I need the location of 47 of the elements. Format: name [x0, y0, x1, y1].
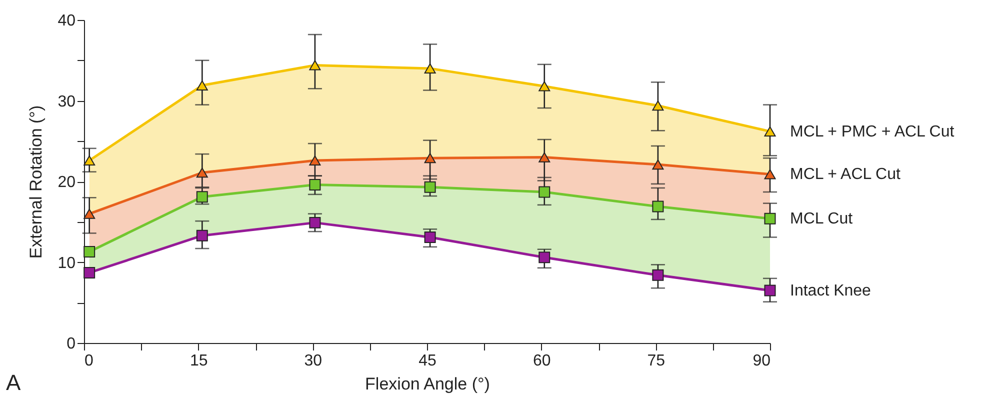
y-tick-label: 30: [58, 93, 76, 110]
x-tick-label: 75: [647, 352, 666, 370]
x-tick-label: 15: [190, 352, 208, 370]
point: [196, 80, 208, 90]
x-tick-label: 0: [84, 352, 94, 370]
point: [764, 169, 776, 180]
y-tick-label: 40: [58, 12, 76, 30]
text: A: [6, 370, 21, 395]
y-tick-label: 20: [58, 174, 76, 191]
point: [538, 81, 550, 92]
y-tick-label: 10: [58, 254, 76, 272]
point: [309, 60, 321, 70]
point: [652, 100, 664, 111]
point: [196, 191, 208, 203]
point: [538, 186, 550, 198]
point: [652, 160, 664, 170]
series-label: MCL + ACL Cut: [790, 166, 901, 184]
point: [84, 246, 96, 258]
point: [309, 178, 321, 190]
point: [424, 63, 436, 74]
point: [84, 267, 96, 278]
y-tick-label: 0: [66, 336, 76, 352]
y-axis-title: External Rotation (°): [26, 105, 46, 259]
x-tick-label: 30: [304, 352, 322, 370]
point: [424, 231, 436, 243]
point: [84, 208, 96, 219]
series-label: Intact Knee: [790, 282, 872, 300]
point: [196, 168, 208, 178]
x-tick-label: 90: [752, 352, 771, 370]
point: [309, 155, 321, 166]
point: [764, 284, 776, 296]
point: [84, 155, 96, 166]
point: [652, 200, 664, 212]
x-tick-label: 45: [418, 352, 436, 370]
point: [424, 181, 436, 193]
point: [309, 216, 321, 228]
x-axis-title: Flexion Angle (°): [365, 374, 490, 394]
point: [764, 126, 776, 136]
point: [538, 252, 550, 264]
point: [764, 212, 776, 224]
series-label: MCL Cut: [790, 210, 854, 228]
x-tick-label: 60: [532, 352, 551, 370]
point: [652, 269, 664, 281]
point: [424, 153, 436, 164]
point: [196, 230, 208, 242]
series-label: MCL + PMC + ACL Cut: [790, 123, 955, 140]
point: [538, 152, 550, 162]
